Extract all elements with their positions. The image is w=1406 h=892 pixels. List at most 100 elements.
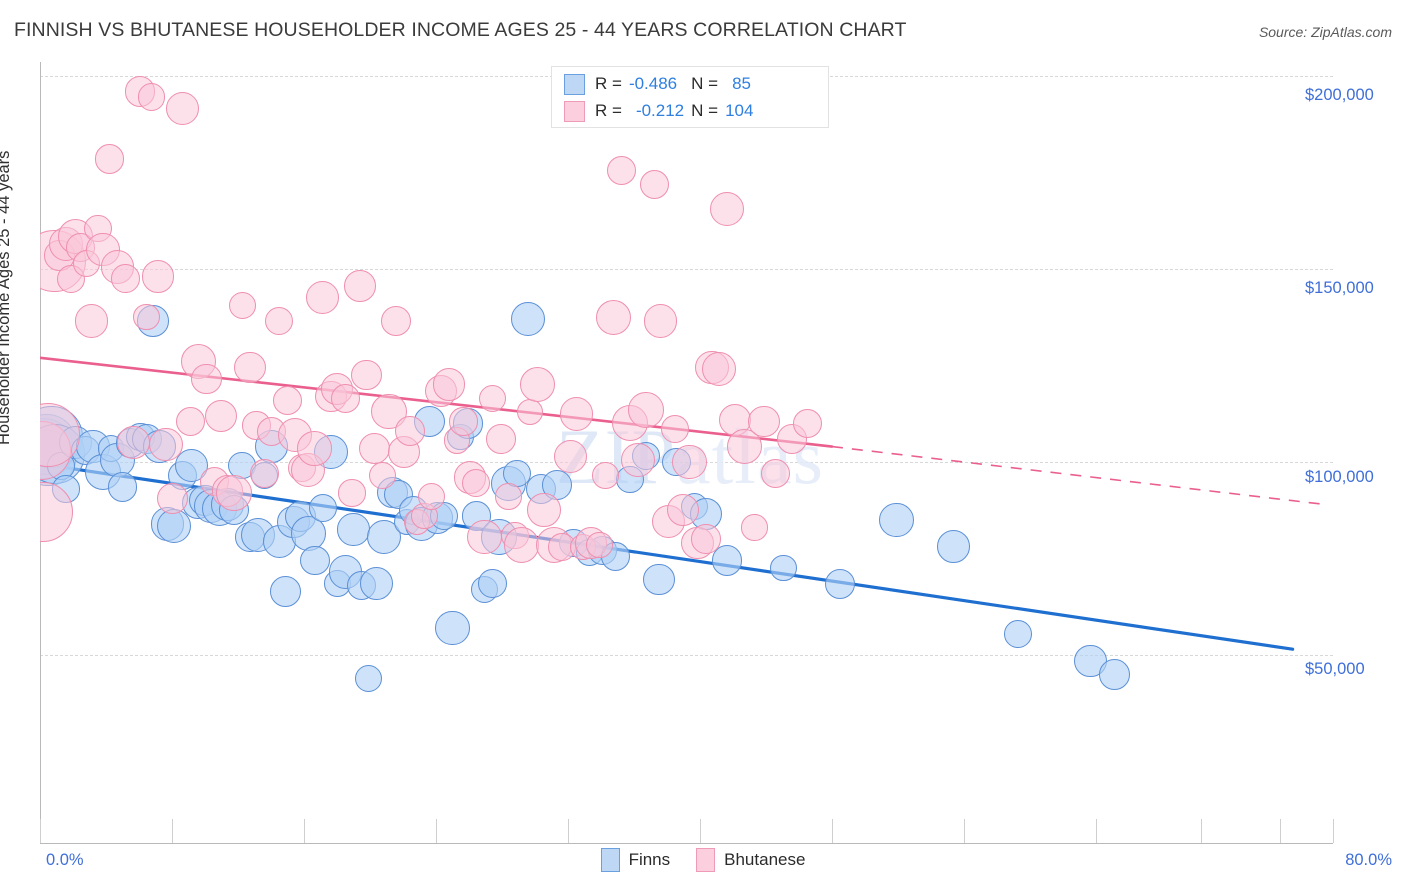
data-point-bhutanese[interactable] (204, 399, 238, 432)
finns-n-label: N = (691, 74, 719, 93)
data-point-finns[interactable] (1003, 619, 1032, 648)
data-point-bhutanese[interactable] (175, 406, 205, 436)
data-point-finns[interactable] (299, 545, 330, 576)
data-point-bhutanese[interactable] (165, 92, 199, 126)
data-point-bhutanese[interactable] (117, 426, 151, 460)
x-tick (40, 819, 41, 843)
data-point-finns[interactable] (434, 610, 470, 646)
data-point-bhutanese[interactable] (432, 368, 466, 402)
data-point-bhutanese[interactable] (495, 483, 522, 510)
data-point-bhutanese[interactable] (559, 396, 594, 431)
bhutanese-legend-swatch-icon (696, 848, 716, 872)
data-point-bhutanese[interactable] (133, 304, 160, 331)
data-point-bhutanese[interactable] (748, 405, 780, 438)
gridline-150000 (40, 269, 1333, 270)
data-point-bhutanese[interactable] (338, 479, 366, 507)
data-point-finns[interactable] (879, 502, 914, 538)
data-point-bhutanese[interactable] (216, 475, 252, 511)
data-point-bhutanese[interactable] (462, 469, 491, 498)
data-point-bhutanese[interactable] (156, 483, 189, 515)
data-point-bhutanese[interactable] (516, 398, 543, 425)
data-point-bhutanese[interactable] (701, 352, 736, 387)
data-point-bhutanese[interactable] (306, 281, 340, 315)
data-point-bhutanese[interactable] (111, 264, 141, 294)
data-point-finns[interactable] (354, 664, 382, 692)
data-point-bhutanese[interactable] (741, 514, 768, 541)
data-point-bhutanese[interactable] (793, 408, 823, 438)
data-point-bhutanese[interactable] (672, 444, 708, 480)
data-point-finns[interactable] (643, 564, 675, 596)
data-point-bhutanese[interactable] (691, 524, 721, 554)
legend-item-finns[interactable]: Finns (600, 848, 670, 872)
data-point-bhutanese[interactable] (553, 439, 587, 473)
data-point-bhutanese[interactable] (449, 407, 478, 436)
data-point-bhutanese[interactable] (234, 351, 266, 384)
data-point-bhutanese[interactable] (592, 462, 619, 489)
data-point-bhutanese[interactable] (585, 531, 613, 559)
finns-n-value: 85 (732, 74, 751, 93)
data-point-bhutanese[interactable] (75, 304, 109, 338)
data-point-finns[interactable] (1074, 644, 1107, 677)
series-legend: Finns Bhutanese (0, 848, 1406, 872)
data-point-finns[interactable] (711, 545, 743, 576)
x-tick-label-max: 80.0% (1345, 851, 1392, 869)
data-point-finns[interactable] (478, 569, 507, 598)
page-title: FINNISH VS BHUTANESE HOUSEHOLDER INCOME … (14, 19, 907, 41)
data-point-bhutanese[interactable] (607, 155, 637, 186)
data-point-bhutanese[interactable] (359, 433, 391, 464)
data-point-finns[interactable] (270, 575, 302, 607)
x-tick-label-min: 0.0% (46, 851, 84, 869)
data-point-finns[interactable] (824, 568, 856, 599)
data-point-bhutanese[interactable] (520, 367, 556, 403)
data-point-bhutanese[interactable] (330, 383, 361, 413)
data-point-bhutanese[interactable] (265, 306, 294, 336)
y-tick-label: $50,000 (1305, 660, 1365, 678)
data-point-bhutanese[interactable] (368, 461, 397, 490)
data-point-finns[interactable] (770, 554, 797, 582)
data-point-bhutanese[interactable] (149, 427, 183, 462)
data-point-bhutanese[interactable] (596, 299, 632, 335)
x-tick (700, 819, 701, 843)
stats-row-finns: R = -0.486 N = 85 (564, 71, 751, 97)
finns-r-value: -0.486 (628, 74, 678, 93)
data-point-bhutanese[interactable] (297, 431, 333, 466)
data-point-bhutanese[interactable] (478, 384, 507, 413)
data-point-bhutanese[interactable] (504, 527, 540, 563)
data-point-finns[interactable] (107, 472, 138, 502)
data-point-bhutanese[interactable] (351, 359, 382, 391)
data-point-bhutanese[interactable] (485, 423, 516, 454)
data-point-bhutanese[interactable] (760, 459, 790, 489)
data-point-bhutanese[interactable] (709, 191, 745, 227)
data-point-bhutanese[interactable] (228, 292, 256, 320)
data-point-bhutanese[interactable] (380, 306, 411, 337)
data-point-bhutanese[interactable] (141, 260, 175, 293)
data-point-finns[interactable] (359, 567, 393, 600)
data-point-finns[interactable] (511, 302, 546, 337)
data-point-bhutanese[interactable] (643, 304, 678, 338)
data-point-bhutanese[interactable] (467, 520, 502, 555)
data-point-bhutanese[interactable] (250, 458, 280, 489)
data-point-finns[interactable] (936, 530, 970, 564)
legend-item-bhutanese[interactable]: Bhutanese (696, 848, 805, 872)
data-point-bhutanese[interactable] (628, 392, 664, 428)
x-tick (304, 819, 305, 843)
data-point-bhutanese[interactable] (191, 363, 222, 395)
x-tick (1096, 819, 1097, 843)
data-point-bhutanese[interactable] (137, 83, 166, 112)
data-point-bhutanese[interactable] (667, 494, 700, 527)
data-point-bhutanese[interactable] (344, 270, 376, 303)
x-tick (1201, 819, 1202, 843)
data-point-bhutanese[interactable] (94, 144, 125, 174)
x-tick (964, 819, 965, 843)
data-point-finns[interactable] (308, 494, 337, 523)
data-point-bhutanese[interactable] (527, 493, 562, 528)
data-point-bhutanese[interactable] (620, 442, 656, 478)
data-point-finns[interactable] (1099, 658, 1131, 690)
finns-r-label: R = (595, 74, 622, 93)
data-point-bhutanese[interactable] (639, 169, 669, 199)
data-point-bhutanese[interactable] (272, 385, 302, 415)
data-point-bhutanese[interactable] (661, 415, 690, 444)
data-point-bhutanese[interactable] (395, 416, 426, 447)
data-point-bhutanese[interactable] (417, 483, 445, 511)
data-point-finns[interactable] (337, 513, 370, 546)
